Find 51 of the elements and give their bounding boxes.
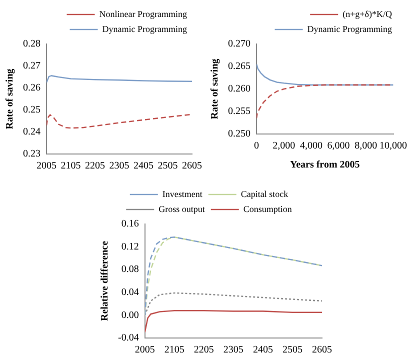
legend-label: Consumption — [243, 204, 292, 214]
y-tick-label: 0.265 — [228, 61, 250, 72]
y-tick-label: 0.25 — [23, 104, 40, 116]
x-tick-label: 6,000 — [327, 140, 350, 152]
legend-label: (n+g+δ)*K/Q — [342, 8, 392, 19]
y-tick-label: 0.28 — [23, 38, 40, 50]
legend-label: Nonlinear Programming — [99, 8, 188, 19]
legend-label: Investment — [162, 188, 203, 199]
y-axis-title: Rate of saving — [4, 68, 16, 130]
x-tick-label: 2405 — [134, 160, 154, 172]
x-tick-label: 2205 — [194, 344, 214, 356]
x-tick-label: 10,000 — [380, 140, 407, 152]
y-tick-label: 0.08 — [121, 264, 139, 276]
x-tick-label: 2,000 — [272, 140, 296, 152]
y-tick-label: 0.24 — [23, 126, 40, 138]
x-tick-label: 0 — [254, 140, 259, 152]
y-axis-title: Relative difference — [100, 240, 111, 322]
line-series — [46, 114, 192, 129]
y-tick-label: 0.12 — [121, 241, 139, 252]
y-tick-label: 0.16 — [121, 218, 139, 230]
x-tick-label: 4,000 — [300, 140, 322, 152]
x-axis-title: Years from 2005 — [290, 160, 360, 171]
x-tick-label: 2005 — [36, 160, 56, 172]
x-tick-label: 2005 — [134, 344, 155, 356]
x-tick-label: 2205 — [85, 160, 105, 172]
y-tick-label: 0.23 — [23, 148, 40, 160]
y-tick-label: 0.27 — [23, 60, 40, 72]
y-tick-label: 0.26 — [23, 82, 40, 94]
legend-label: Dynamic Programming — [102, 24, 188, 34]
legend-label: Dynamic Programming — [307, 24, 392, 34]
x-tick-label: 2505 — [282, 344, 302, 356]
legend-label: Capital stock — [240, 188, 289, 199]
x-tick-label: 2105 — [60, 160, 81, 172]
x-tick-label: 2305 — [109, 160, 130, 172]
y-tick-label: 0.00 — [121, 310, 139, 321]
y-tick-label: 0.255 — [228, 106, 250, 118]
x-tick-label: 8,000 — [354, 140, 378, 152]
y-tick-label: -0.04 — [118, 332, 139, 344]
line-series — [144, 236, 322, 316]
x-tick-label: 2105 — [164, 344, 184, 356]
y-tick-label: 0.250 — [228, 128, 250, 140]
y-axis-title: Rate of saving — [210, 58, 221, 120]
x-tick-label: 2505 — [158, 160, 178, 172]
y-tick-label: 0.04 — [121, 287, 139, 298]
legend-label: Gross output — [158, 204, 206, 214]
x-tick-label: 2605 — [182, 160, 202, 172]
y-tick-label: 0.270 — [228, 38, 250, 50]
y-tick-label: 0.260 — [228, 84, 250, 95]
x-tick-label: 2405 — [252, 344, 273, 356]
x-tick-label: 2305 — [223, 344, 244, 356]
x-tick-label: 2605 — [312, 344, 332, 356]
